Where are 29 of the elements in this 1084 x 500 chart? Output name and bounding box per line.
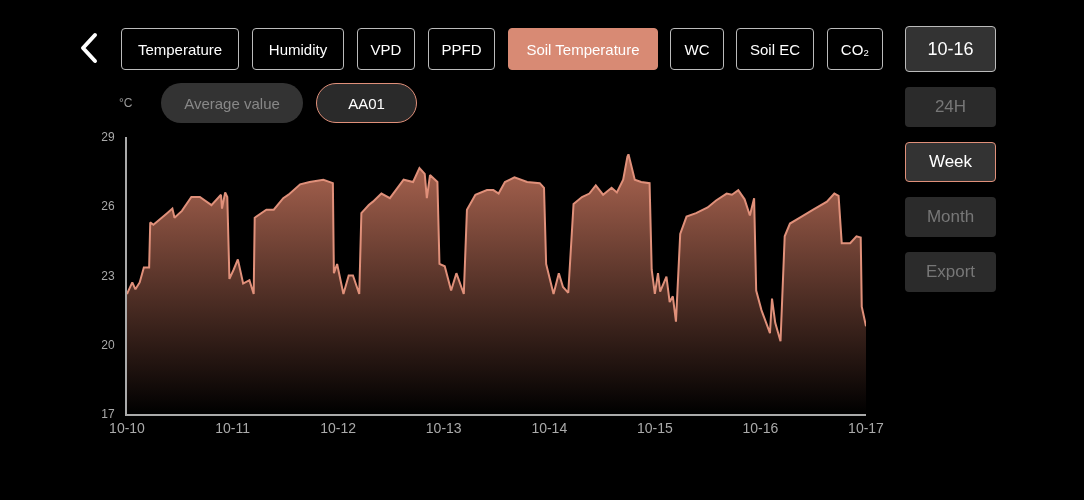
- text: Week: [905, 142, 996, 182]
- text: Humidity: [252, 28, 344, 70]
- text: Soil EC: [736, 28, 814, 70]
- x-tick-label: 10-11: [215, 419, 251, 436]
- x-tick-label: 10-13: [425, 419, 462, 436]
- text: Temperature: [121, 28, 239, 70]
- y-tick-label: 23: [101, 268, 115, 283]
- x-tick-label: 10-15: [636, 419, 673, 436]
- y-tick-label: 20: [101, 337, 115, 352]
- text: VPD: [357, 28, 415, 70]
- x-tick-label: 10-16: [742, 419, 779, 436]
- y-tick-label: 29: [101, 130, 115, 145]
- y-tick-label: 17: [101, 407, 115, 422]
- text: Average value: [161, 83, 303, 123]
- text: Export: [905, 252, 996, 292]
- x-tick-label: 10-12: [320, 419, 357, 436]
- text: 10-16: [905, 26, 996, 72]
- text: CO₂: [827, 28, 883, 70]
- text: 24H: [905, 87, 996, 127]
- text: AA01: [316, 83, 417, 123]
- x-tick-label: 10-17: [848, 419, 885, 436]
- text: Month: [905, 197, 996, 237]
- text: PPFD: [428, 28, 495, 70]
- x-tick-label: 10-14: [531, 419, 568, 436]
- text: WC: [670, 28, 724, 70]
- y-axis-title: °C: [119, 96, 133, 110]
- y-tick-label: 26: [101, 199, 115, 214]
- text: Soil Temperature: [508, 28, 658, 70]
- x-tick-label: 10-10: [109, 419, 146, 436]
